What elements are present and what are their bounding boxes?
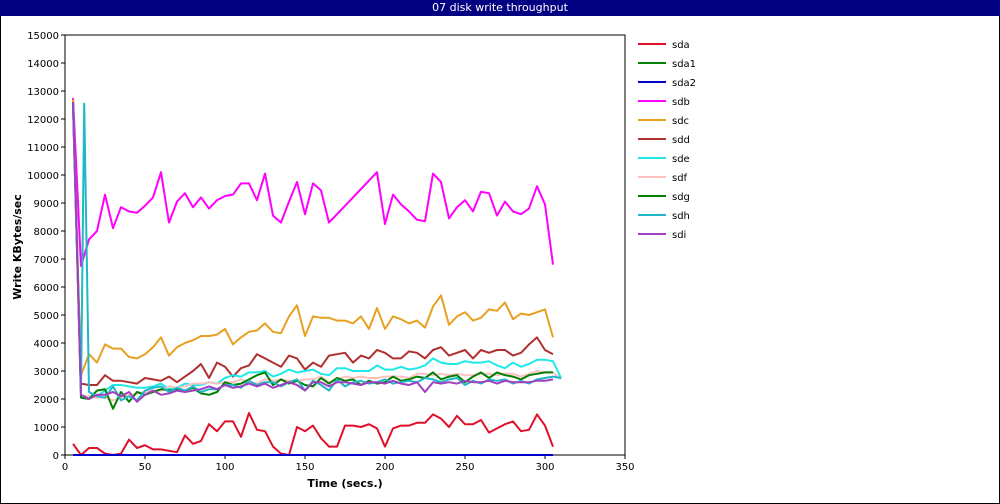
y-tick-label: 2000 [34, 395, 59, 406]
series-line-sdg [72, 102, 553, 410]
legend-label-sde: sde [672, 154, 690, 165]
legend-label-sdf: sdf [672, 173, 688, 184]
x-tick-label: 350 [615, 462, 634, 473]
y-tick-label: 7000 [34, 255, 59, 266]
y-tick-label: 1000 [34, 423, 59, 434]
y-tick-label: 3000 [34, 367, 59, 378]
series-line-sdb [72, 97, 554, 267]
y-tick-label: 9000 [34, 199, 59, 210]
legend-label-sdg: sdg [672, 192, 690, 203]
y-tick-label: 13000 [27, 87, 59, 98]
x-tick-label: 250 [455, 462, 474, 473]
x-tick-label: 0 [62, 462, 68, 473]
legend-label-sdc: sdc [672, 116, 689, 127]
x-tick-label: 300 [535, 462, 554, 473]
y-axis-label: Write KBytes/sec [11, 194, 24, 300]
legend-label-sda1: sda1 [672, 59, 696, 70]
y-tick-label: 14000 [27, 59, 59, 70]
series-line-sdi [72, 102, 554, 403]
window-title: 07 disk write throughput [0, 0, 1000, 16]
y-tick-label: 11000 [27, 143, 59, 154]
y-tick-label: 15000 [27, 31, 59, 42]
legend-label-sdi: sdi [672, 230, 686, 241]
y-tick-label: 10000 [27, 171, 59, 182]
x-axis-label: Time (secs.) [307, 477, 382, 490]
legend-label-sdd: sdd [672, 135, 690, 146]
series-line-sde [72, 102, 562, 399]
y-tick-label: 0 [53, 451, 59, 462]
x-tick-label: 150 [295, 462, 314, 473]
y-tick-label: 6000 [34, 283, 59, 294]
x-tick-label: 200 [375, 462, 394, 473]
y-tick-label: 8000 [34, 227, 59, 238]
y-tick-label: 4000 [34, 339, 59, 350]
series-line-sdd [72, 102, 554, 386]
y-tick-label: 5000 [34, 311, 59, 322]
legend-label-sda2: sda2 [672, 78, 696, 89]
series-line-sda [72, 412, 554, 456]
x-tick-label: 50 [139, 462, 152, 473]
legend-label-sdb: sdb [672, 97, 690, 108]
x-tick-label: 100 [215, 462, 234, 473]
legend-label-sda: sda [672, 40, 690, 51]
y-tick-label: 12000 [27, 115, 59, 126]
legend-label-sdh: sdh [672, 211, 690, 222]
series-line-sdc [72, 99, 554, 377]
